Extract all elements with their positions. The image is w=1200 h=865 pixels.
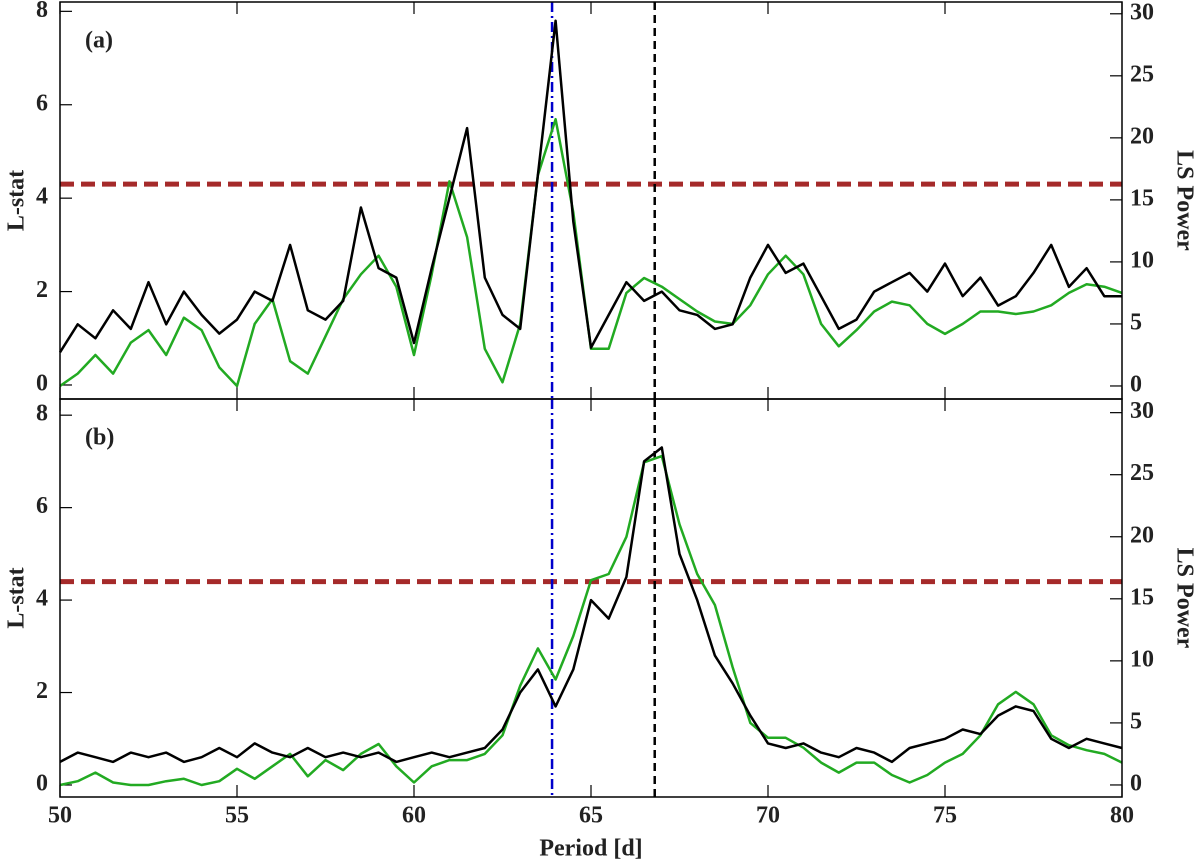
y2-tick-label: 25	[1130, 61, 1154, 87]
y2-tick-label: 15	[1130, 185, 1154, 211]
x-tick-label: 60	[402, 803, 426, 829]
x-tick-label: 55	[225, 803, 249, 829]
y2-tick-label: 15	[1130, 584, 1154, 610]
y-tick-label: 0	[36, 770, 48, 796]
y2-axis-label: LS Power	[1171, 150, 1197, 251]
x-tick-label: 75	[933, 803, 957, 829]
y-tick-label: 4	[36, 184, 48, 210]
y2-tick-label: 5	[1130, 708, 1142, 734]
y2-tick-label: 10	[1130, 646, 1154, 672]
y-tick-label: 6	[36, 493, 48, 519]
x-tick-label: 65	[579, 803, 603, 829]
panel-label: (a)	[85, 28, 113, 54]
y2-tick-label: 20	[1130, 123, 1154, 149]
y2-tick-label: 20	[1130, 522, 1154, 548]
x-tick-label: 50	[48, 803, 72, 829]
y2-tick-label: 10	[1130, 247, 1154, 273]
y-axis-label: L-stat	[4, 567, 30, 628]
y-tick-label: 4	[36, 586, 48, 612]
y-tick-label: 2	[36, 277, 48, 303]
y-tick-label: 8	[36, 401, 48, 427]
y2-tick-label: 5	[1130, 309, 1142, 335]
y2-tick-label: 0	[1130, 371, 1142, 397]
y2-tick-label: 30	[1130, 398, 1154, 424]
series-line	[58, 19, 1122, 353]
y-tick-label: 0	[36, 370, 48, 396]
y2-tick-label: 30	[1130, 0, 1154, 25]
y-tick-label: 8	[36, 0, 48, 23]
x-tick-label: 80	[1110, 803, 1134, 829]
x-axis-label: Period [d]	[539, 836, 642, 862]
y-axis-label: L-stat	[4, 170, 30, 231]
series-line	[59, 454, 1123, 787]
x-tick-label: 70	[756, 803, 780, 829]
y2-tick-label: 0	[1130, 770, 1142, 796]
y2-axis-label: LS Power	[1171, 548, 1197, 649]
y2-tick-label: 25	[1130, 460, 1154, 486]
plot-frame	[59, 398, 1123, 798]
y-tick-label: 2	[36, 678, 48, 704]
series-line	[59, 446, 1123, 764]
y-tick-label: 6	[36, 90, 48, 116]
panel-label: (b)	[85, 425, 114, 451]
